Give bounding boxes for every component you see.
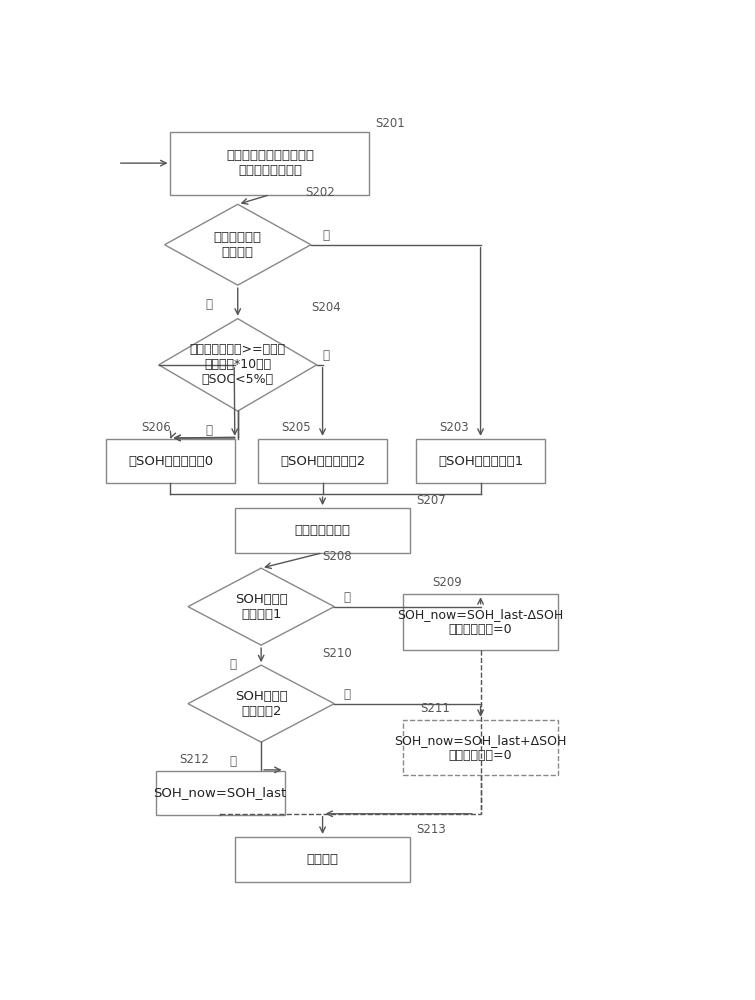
FancyBboxPatch shape [403, 720, 558, 775]
Text: （累计放电容量>=电池包
标称容量*10）且
（SOC<5%）: （累计放电容量>=电池包 标称容量*10）且 （SOC<5%） [190, 343, 286, 386]
Text: S205: S205 [282, 421, 311, 434]
Text: S202: S202 [305, 186, 334, 199]
Text: 否: 否 [205, 424, 213, 437]
Text: 将SOH系数标记了1: 将SOH系数标记了1 [438, 455, 523, 468]
Text: 是: 是 [343, 688, 350, 701]
Text: SOH_now=SOH_last: SOH_now=SOH_last [153, 786, 287, 799]
Text: S203: S203 [439, 421, 469, 434]
Text: S207: S207 [416, 494, 446, 507]
Text: 将SOH系数标记了0: 将SOH系数标记了0 [128, 455, 213, 468]
FancyBboxPatch shape [403, 594, 558, 650]
Polygon shape [159, 319, 317, 411]
Text: 否: 否 [229, 658, 236, 671]
Text: S206: S206 [141, 421, 171, 434]
Text: S213: S213 [416, 823, 446, 836]
Text: S204: S204 [311, 301, 341, 314]
Text: SOH_now=SOH_last+ΔSOH
累计放电容量=0: SOH_now=SOH_last+ΔSOH 累计放电容量=0 [394, 734, 567, 762]
FancyBboxPatch shape [106, 439, 235, 483]
Text: 是: 是 [322, 349, 330, 362]
Text: 否: 否 [229, 755, 236, 768]
Text: S201: S201 [375, 117, 405, 130]
FancyBboxPatch shape [235, 837, 411, 882]
Text: 将SOH系数标记了2: 将SOH系数标记了2 [280, 455, 365, 468]
Text: 充电结束: 充电结束 [307, 853, 338, 866]
Text: S212: S212 [179, 753, 209, 766]
Polygon shape [188, 665, 334, 742]
Text: S208: S208 [322, 550, 352, 563]
FancyBboxPatch shape [171, 132, 369, 195]
Polygon shape [188, 568, 334, 645]
Text: 否: 否 [205, 298, 213, 311]
Text: 是: 是 [322, 229, 330, 242]
Text: S209: S209 [433, 576, 462, 589]
Polygon shape [165, 204, 311, 285]
Text: S210: S210 [322, 647, 353, 660]
Text: 是否存在第一
电池单体: 是否存在第一 电池单体 [214, 231, 262, 259]
Text: S211: S211 [421, 702, 451, 715]
Text: SOH_now=SOH_last-ΔSOH
累计放电容量=0: SOH_now=SOH_last-ΔSOH 累计放电容量=0 [397, 608, 564, 636]
FancyBboxPatch shape [235, 508, 411, 553]
FancyBboxPatch shape [156, 771, 285, 815]
FancyBboxPatch shape [416, 439, 545, 483]
Text: 下一次充电过程: 下一次充电过程 [294, 524, 350, 537]
Text: 在电动汽车一次放电过程
中，获取放电数据: 在电动汽车一次放电过程 中，获取放电数据 [226, 149, 314, 177]
Text: SOH系数的
标记等于2: SOH系数的 标记等于2 [235, 690, 288, 718]
Text: SOH系数的
标记等于1: SOH系数的 标记等于1 [235, 593, 288, 621]
Text: 是: 是 [343, 591, 350, 604]
FancyBboxPatch shape [258, 439, 387, 483]
